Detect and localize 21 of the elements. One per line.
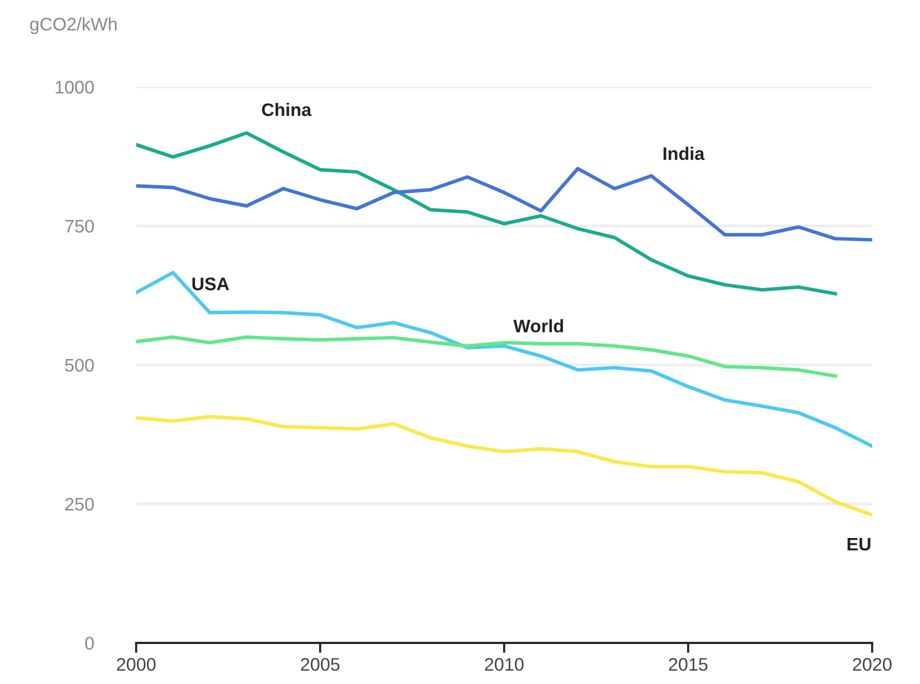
x-tick-label: 2005 <box>300 658 340 671</box>
x-tick-label: 2010 <box>484 658 524 671</box>
series-label: World <box>513 319 563 332</box>
line-series <box>136 131 838 296</box>
x-tick-label: 2020 <box>852 658 892 671</box>
y-tick-label: 500 <box>65 358 94 372</box>
y-tick-label: 250 <box>65 498 94 511</box>
y-tick-label: 750 <box>65 220 94 233</box>
x-tick-label: 2015 <box>668 658 708 671</box>
series-label: India <box>664 146 705 160</box>
y-axis-title: gCO2/kWh <box>30 17 117 34</box>
series-label: EU <box>848 538 870 551</box>
line-series <box>136 335 838 378</box>
y-tick-label: 1000 <box>56 80 94 94</box>
x-tick-label: 2000 <box>116 658 156 671</box>
line-series <box>136 414 872 517</box>
series-label: USA <box>192 278 230 290</box>
line-series <box>136 270 872 448</box>
y-tick-label: 0 <box>85 636 94 650</box>
line-series <box>136 166 872 242</box>
series-label: China <box>262 102 312 116</box>
